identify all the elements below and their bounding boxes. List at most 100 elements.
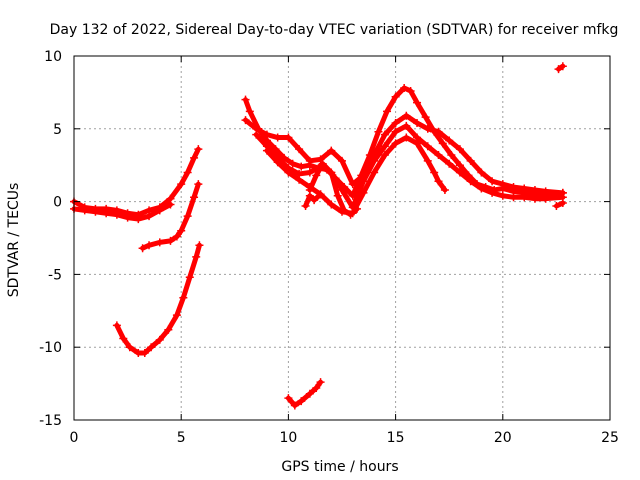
data-point xyxy=(145,212,154,221)
data-point xyxy=(147,343,156,352)
data-point xyxy=(391,92,400,101)
data-point xyxy=(138,244,147,253)
data-point xyxy=(312,171,321,180)
data-point xyxy=(284,168,293,177)
data-point xyxy=(310,196,319,205)
data-point xyxy=(402,111,411,120)
data-point xyxy=(380,130,389,139)
data-point xyxy=(273,133,282,142)
data-point xyxy=(183,168,192,177)
data-point xyxy=(284,394,293,403)
x-tick-label: 5 xyxy=(177,430,186,446)
y-tick-label: -15 xyxy=(39,413,62,429)
data-point xyxy=(530,185,539,194)
data-point xyxy=(402,133,411,142)
data-point xyxy=(273,158,282,167)
data-point xyxy=(316,155,325,164)
y-tick-label: 0 xyxy=(53,195,62,211)
data-point xyxy=(301,201,310,210)
data-point xyxy=(166,236,175,245)
series-track-3 xyxy=(138,180,203,253)
data-point xyxy=(455,168,464,177)
data-point xyxy=(477,184,486,193)
data-point xyxy=(423,124,432,133)
data-point xyxy=(140,349,149,358)
data-point xyxy=(406,86,415,95)
data-point xyxy=(295,175,304,184)
data-point xyxy=(134,215,143,224)
data-point xyxy=(421,113,430,122)
series-line xyxy=(303,191,324,209)
data-point xyxy=(370,168,379,177)
x-tick-label: 0 xyxy=(70,430,79,446)
data-point xyxy=(305,168,314,177)
data-point xyxy=(327,168,336,177)
data-point xyxy=(333,191,342,200)
data-point xyxy=(155,238,164,247)
data-point xyxy=(262,146,271,155)
y-tick-label: 10 xyxy=(44,49,62,65)
data-point xyxy=(391,127,400,136)
data-point xyxy=(241,116,250,125)
data-point xyxy=(554,65,563,74)
data-point xyxy=(423,142,432,151)
data-point xyxy=(380,142,389,151)
data-point xyxy=(284,133,293,142)
data-point xyxy=(185,273,194,282)
data-point xyxy=(316,190,325,199)
data-point xyxy=(477,168,486,177)
data-point xyxy=(552,201,561,210)
data-point xyxy=(391,118,400,127)
data-point xyxy=(338,185,346,194)
data-point xyxy=(91,207,100,216)
y-tick-label: 5 xyxy=(53,122,62,138)
data-point xyxy=(413,139,422,148)
y-tick-label: -5 xyxy=(48,267,62,283)
data-point xyxy=(190,153,199,162)
data-point xyxy=(297,162,306,171)
data-point xyxy=(123,213,132,222)
data-point xyxy=(155,335,164,344)
x-tick-label: 25 xyxy=(601,430,619,446)
data-point xyxy=(413,118,422,127)
data-point xyxy=(498,180,507,189)
series-line xyxy=(264,135,448,216)
data-point xyxy=(423,156,432,165)
data-point xyxy=(241,95,250,104)
data-point xyxy=(190,193,199,202)
data-point xyxy=(455,161,464,170)
series-track-12 xyxy=(552,199,567,210)
data-point xyxy=(438,139,447,148)
data-point xyxy=(466,177,475,186)
data-point xyxy=(305,389,314,398)
data-point xyxy=(145,241,154,250)
data-point xyxy=(318,159,327,168)
data-point xyxy=(245,107,254,116)
data-point xyxy=(383,107,392,116)
data-point xyxy=(262,130,271,139)
data-point xyxy=(434,151,443,160)
data-point xyxy=(488,177,497,186)
data-point xyxy=(447,151,456,160)
data-point xyxy=(498,191,507,200)
data-point xyxy=(434,127,443,136)
plot-frame xyxy=(73,55,611,421)
data-point xyxy=(440,185,449,194)
y-tick-label: -10 xyxy=(39,340,62,356)
data-point xyxy=(359,177,368,186)
data-point xyxy=(195,241,204,250)
data-point xyxy=(177,226,186,235)
data-point xyxy=(192,252,201,261)
data-point xyxy=(338,156,346,165)
data-series xyxy=(70,62,567,410)
x-tick-label: 20 xyxy=(494,430,512,446)
data-point xyxy=(509,193,518,202)
data-point xyxy=(172,311,181,320)
data-point xyxy=(509,183,518,192)
series-track-8 xyxy=(262,133,449,218)
axis-ticks: 0 5 10 15 20 25 -15 -10 -5 0 5 10 xyxy=(39,49,619,446)
data-point xyxy=(340,206,349,215)
x-axis-label: GPS time / hours xyxy=(281,459,398,475)
data-point xyxy=(327,146,336,155)
data-point xyxy=(305,156,314,165)
